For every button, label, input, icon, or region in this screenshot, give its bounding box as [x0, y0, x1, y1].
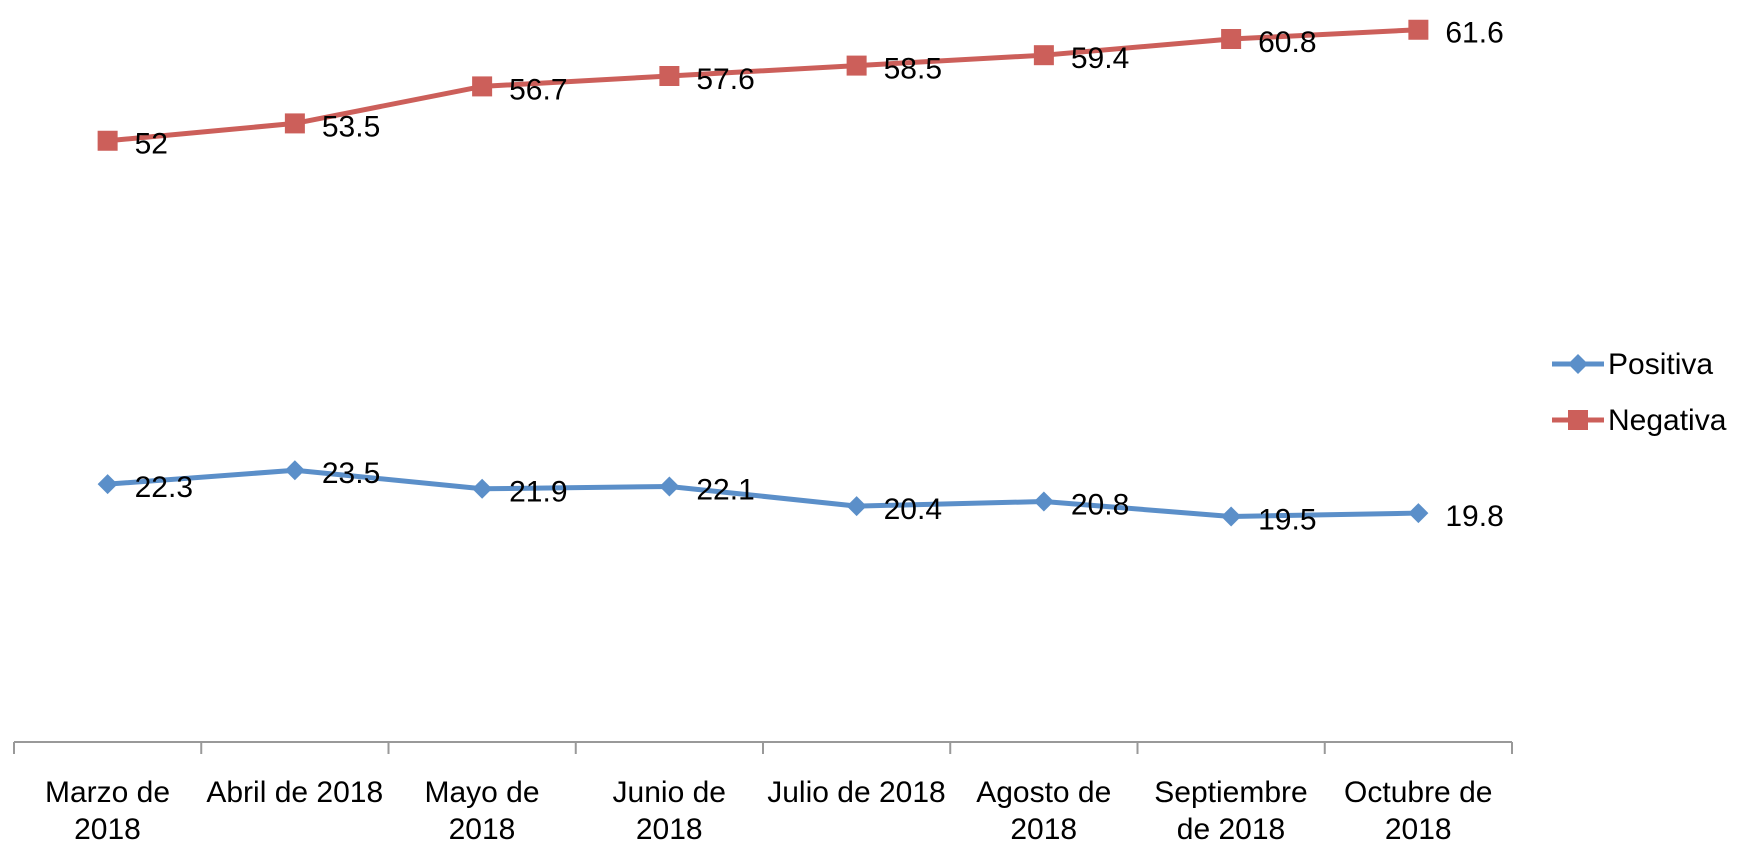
legend-label: Negativa — [1608, 404, 1727, 437]
data-label: 22.1 — [696, 473, 754, 506]
x-tick-label: Octubre de 2018 — [1344, 776, 1493, 846]
data-label: 61.6 — [1445, 17, 1503, 50]
data-point — [97, 474, 118, 495]
data-point — [1033, 491, 1054, 512]
legend-label: Positiva — [1608, 348, 1713, 381]
data-point — [846, 496, 867, 517]
data-label: 20.4 — [884, 493, 942, 526]
legend-marker — [1568, 354, 1588, 374]
data-point — [1408, 19, 1429, 40]
legend-marker — [1568, 410, 1588, 430]
data-point — [472, 478, 493, 499]
series-line — [107, 27, 1419, 144]
data-label: 22.3 — [135, 471, 193, 504]
x-tick-label: Junio de 2018 — [612, 776, 726, 846]
data-label: 56.7 — [509, 73, 567, 106]
data-point — [284, 460, 305, 481]
data-label: 19.8 — [1445, 500, 1503, 533]
data-point — [284, 113, 305, 134]
data-label: 23.5 — [322, 457, 380, 490]
data-label: 57.6 — [696, 63, 754, 96]
x-tick-label: Julio de 2018 — [767, 776, 946, 809]
data-point — [97, 130, 118, 151]
data-point — [1221, 29, 1242, 49]
x-tick-label: Septiembre de 2018 — [1154, 776, 1308, 846]
series-line — [107, 467, 1419, 520]
data-label: 60.8 — [1258, 26, 1316, 59]
data-label: 52 — [135, 128, 168, 161]
data-point — [659, 66, 680, 86]
data-point — [659, 476, 680, 497]
data-label: 20.8 — [1071, 488, 1129, 521]
data-point — [1033, 45, 1054, 66]
data-point — [472, 76, 493, 97]
x-tick-label: Agosto de 2018 — [976, 776, 1112, 846]
data-label: 19.5 — [1258, 503, 1316, 536]
data-label: 59.4 — [1071, 42, 1129, 75]
data-label: 58.5 — [884, 53, 942, 86]
data-label: 53.5 — [322, 110, 380, 143]
data-point — [846, 55, 867, 76]
x-tick-label: Mayo de 2018 — [424, 776, 540, 846]
x-tick-label: Abril de 2018 — [206, 776, 384, 809]
data-label: 21.9 — [509, 476, 567, 509]
x-tick-label: Marzo de 2018 — [44, 776, 171, 846]
data-point — [1221, 506, 1242, 527]
data-point — [1408, 503, 1429, 524]
